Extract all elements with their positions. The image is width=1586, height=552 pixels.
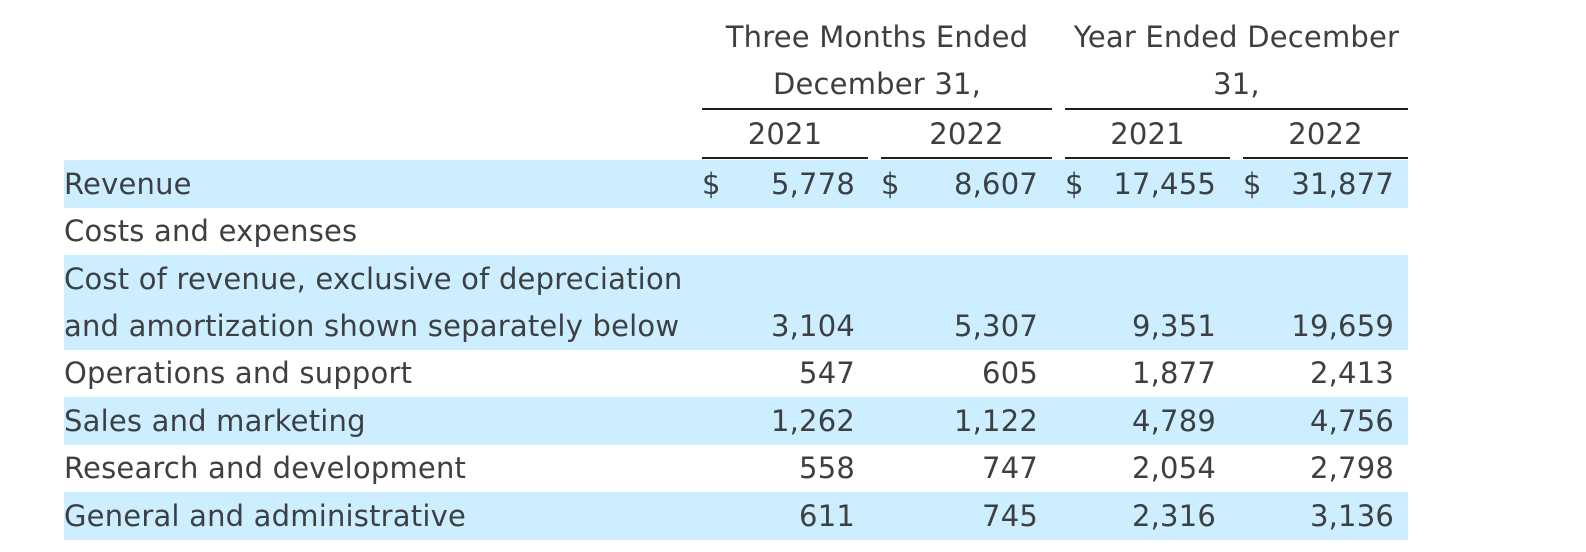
header-three-months-line1: Three Months Ended [725, 20, 1029, 54]
cell-research-fy2021: 2,054 [1131, 451, 1216, 485]
cell-sales-marketing-q2021: 1,262 [770, 404, 855, 438]
cell-sales-marketing-fy2022: 4,756 [1309, 404, 1394, 438]
header-group-rule-year-ended [1065, 108, 1408, 110]
cell-cost-of-revenue-q2021: 3,104 [770, 309, 855, 343]
header-year-rule-4 [1243, 157, 1408, 159]
cell-cost-of-revenue-fy2021: 9,351 [1131, 309, 1216, 343]
cell-revenue-fy2022: 31,877 [1291, 167, 1394, 201]
row-band-revenue [64, 160, 1408, 208]
header-year-q-2021: 2021 [747, 117, 823, 151]
cell-operations-fy2022: 2,413 [1309, 356, 1394, 390]
cell-general-admin-q2022: 745 [982, 499, 1038, 533]
row-label-cost-of-revenue-line2: and amortization shown separately below [64, 309, 680, 343]
cell-operations-q2022: 605 [982, 356, 1038, 390]
row-band-general-admin [64, 492, 1408, 540]
cell-revenue-fy2021: 17,455 [1113, 167, 1216, 201]
row-label-revenue: Revenue [64, 167, 192, 201]
header-year-ended-line2: 31, [1213, 67, 1260, 101]
header-year-rule-1 [702, 157, 868, 159]
cell-research-q2021: 558 [799, 451, 855, 485]
header-year-ended-line1: Year Ended December [1073, 20, 1400, 54]
cell-research-fy2022: 2,798 [1309, 451, 1394, 485]
header-year-fy-2022: 2022 [1288, 117, 1363, 151]
cell-cost-of-revenue-fy2022: 19,659 [1291, 309, 1394, 343]
cell-revenue-q2022: 8,607 [953, 167, 1038, 201]
currency-symbol: $ [1065, 167, 1084, 201]
cell-sales-marketing-fy2021: 4,789 [1131, 404, 1216, 438]
header-year-rule-3 [1065, 157, 1230, 159]
cell-operations-fy2021: 1,877 [1131, 356, 1216, 390]
row-label-cost-of-revenue-line1: Cost of revenue, exclusive of depreciati… [64, 262, 683, 296]
currency-symbol: $ [881, 167, 900, 201]
currency-symbol: $ [1243, 167, 1262, 201]
row-label-costs-and-expenses: Costs and expenses [64, 214, 358, 248]
cell-general-admin-q2021: 611 [799, 499, 855, 533]
row-band-cost-of-revenue [64, 255, 1408, 350]
cell-sales-marketing-q2022: 1,122 [953, 404, 1038, 438]
header-three-months-line2: December 31, [772, 67, 982, 101]
row-label-operations-and-support: Operations and support [64, 356, 413, 390]
header-group-rule-three-months [702, 108, 1052, 110]
row-band-sales-marketing [64, 397, 1408, 445]
cell-general-admin-fy2022: 3,136 [1309, 499, 1394, 533]
header-year-q-2022: 2022 [929, 117, 1004, 151]
cell-general-admin-fy2021: 2,316 [1131, 499, 1216, 533]
header-year-fy-2021: 2021 [1110, 117, 1185, 151]
row-label-general-and-administrative: General and administrative [64, 499, 467, 533]
header-year-rule-2 [881, 157, 1052, 159]
row-label-research-and-development: Research and development [64, 451, 467, 485]
currency-symbol: $ [702, 167, 721, 201]
cell-operations-q2021: 547 [799, 356, 855, 390]
cell-cost-of-revenue-q2022: 5,307 [953, 309, 1038, 343]
row-label-sales-and-marketing: Sales and marketing [64, 404, 366, 438]
cell-revenue-q2021: 5,778 [770, 167, 855, 201]
cell-research-q2022: 747 [982, 451, 1038, 485]
